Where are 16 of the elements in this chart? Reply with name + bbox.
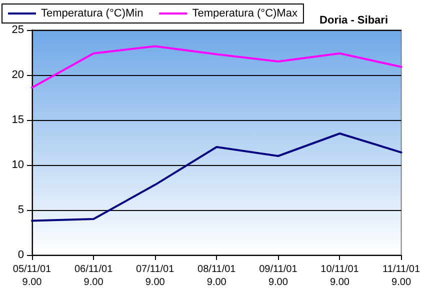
x-tick-label: 09/11/01 9.00 (259, 264, 298, 288)
x-tick-label: 06/11/01 9.00 (74, 264, 114, 288)
legend-label: Temperatura (°C)Min (41, 8, 144, 20)
y-tick-label: 25 (12, 24, 24, 36)
y-tick-label: 10 (12, 159, 24, 171)
y-tick-label: 20 (12, 69, 24, 81)
chart-title: Doria - Sibari (320, 14, 388, 26)
x-tick-label: 11/11/01 9.00 (382, 264, 420, 288)
x-tick-label: 07/11/01 9.00 (136, 264, 175, 288)
y-tick-label: 0 (18, 249, 24, 261)
x-tick-label: 08/11/01 9.00 (198, 264, 236, 288)
y-tick-label: 5 (18, 204, 24, 216)
x-tick-label: 10/11/01 9.00 (320, 264, 360, 288)
legend-label: Temperatura (°C)Max (192, 8, 298, 20)
y-tick-label: 15 (12, 114, 24, 126)
x-tick-label: 05/11/01 9.00 (12, 264, 52, 288)
